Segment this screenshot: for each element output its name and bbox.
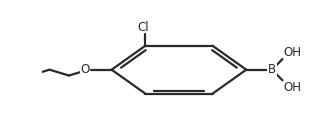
Text: OH: OH (284, 46, 302, 59)
Text: B: B (268, 63, 276, 76)
Text: O: O (80, 63, 90, 76)
Text: OH: OH (284, 81, 302, 94)
Text: Cl: Cl (137, 21, 149, 34)
